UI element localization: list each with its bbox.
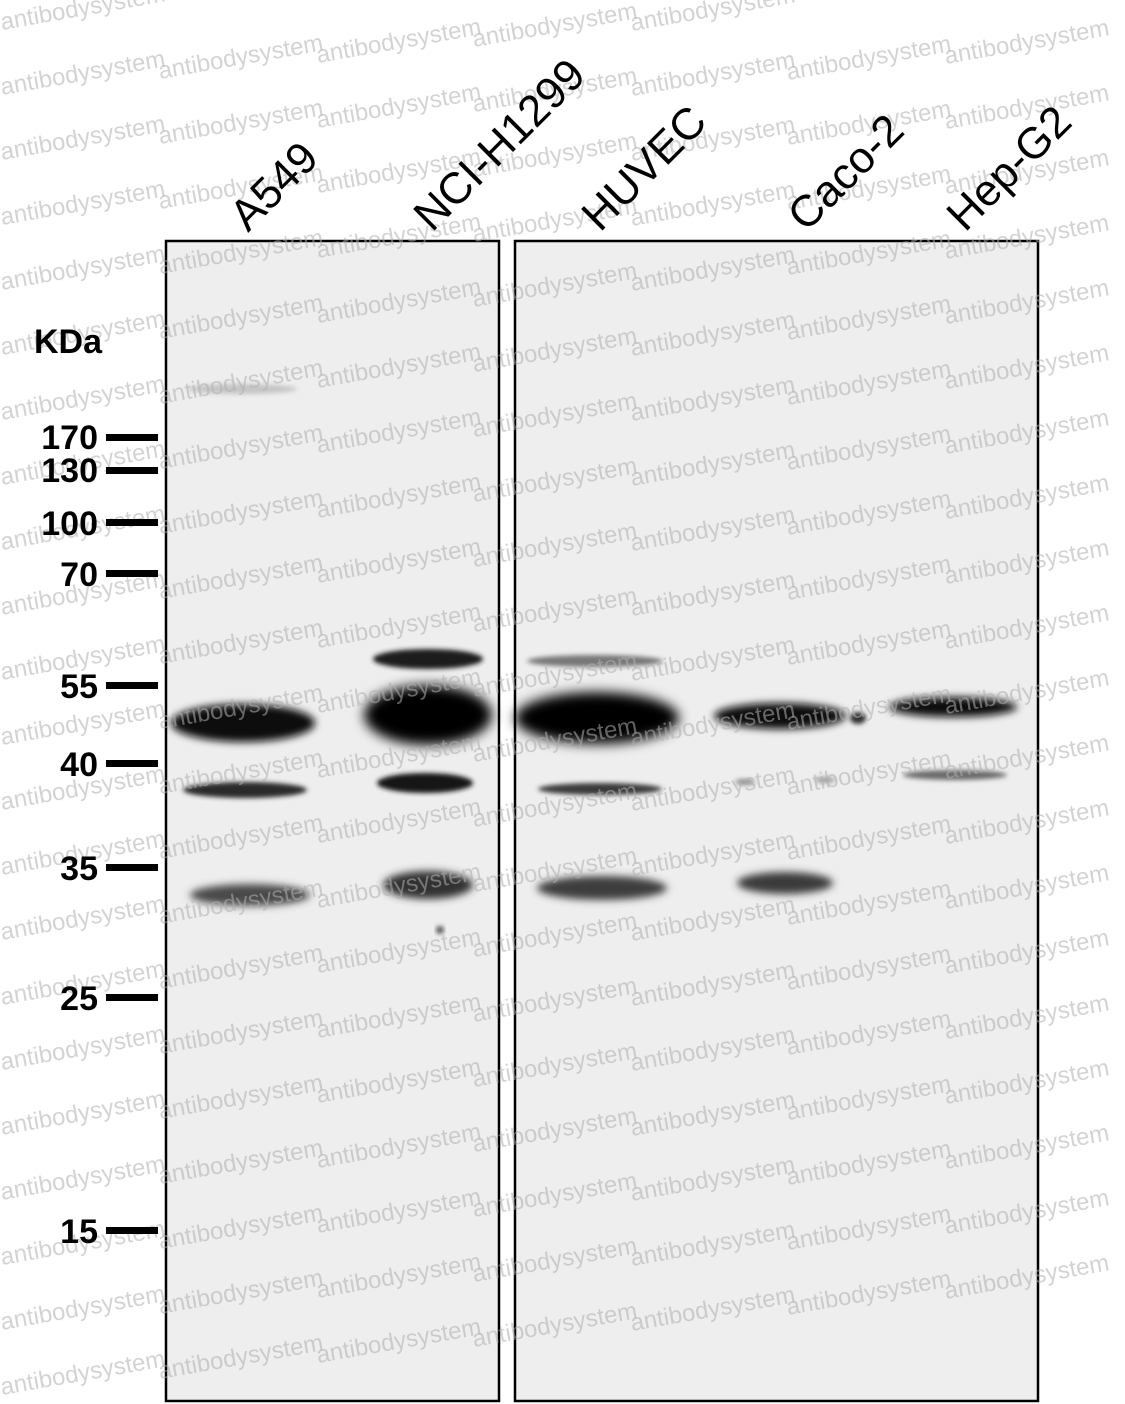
marker-170-label: 170 bbox=[41, 419, 98, 457]
marker-25-tick bbox=[106, 994, 158, 1001]
watermark-text: antibodysystem bbox=[0, 1280, 167, 1336]
watermark-text: antibodysystem bbox=[0, 175, 167, 231]
marker-70: 70 bbox=[60, 556, 158, 594]
bands-lane-nci-h1299 bbox=[364, 649, 492, 934]
blot-panel-right bbox=[513, 239, 1040, 1403]
marker-70-tick bbox=[106, 570, 158, 577]
marker-40-tick bbox=[106, 760, 158, 767]
marker-15-tick bbox=[106, 1227, 158, 1234]
watermark-text: antibodysystem bbox=[0, 1150, 167, 1206]
watermark-text: antibodysystem bbox=[942, 14, 1111, 70]
marker-40-label: 40 bbox=[60, 746, 98, 784]
watermark-text: antibodysystem bbox=[156, 29, 325, 85]
marker-55-tick bbox=[106, 682, 158, 689]
marker-130-label: 130 bbox=[41, 452, 98, 490]
marker-35-label: 35 bbox=[60, 850, 98, 888]
watermark-text: antibodysystem bbox=[314, 78, 483, 134]
watermark-text: antibodysystem bbox=[0, 0, 167, 36]
watermark-text: antibodysystem bbox=[0, 45, 167, 101]
marker-35-tick bbox=[106, 864, 158, 871]
marker-130-tick bbox=[106, 467, 158, 474]
watermark-text: antibodysystem bbox=[0, 370, 167, 426]
bands-lane-a549 bbox=[171, 384, 315, 906]
marker-55: 55 bbox=[60, 668, 158, 706]
marker-25-label: 25 bbox=[60, 980, 98, 1018]
marker-15: 15 bbox=[60, 1213, 158, 1251]
marker-100: 100 bbox=[41, 505, 158, 543]
bands-lane-hep-g2 bbox=[889, 697, 1017, 780]
watermark-text: antibodysystem bbox=[628, 46, 797, 102]
watermark-text: antibodysystem bbox=[0, 240, 167, 296]
watermark-text: antibodysystem bbox=[0, 1345, 167, 1401]
marker-55-label: 55 bbox=[60, 668, 98, 706]
marker-15-label: 15 bbox=[60, 1213, 98, 1251]
marker-170: 170 bbox=[41, 419, 158, 457]
watermark-text: antibodysystem bbox=[0, 1020, 167, 1076]
watermark-text: antibodysystem bbox=[0, 110, 167, 166]
watermark-text: antibodysystem bbox=[0, 890, 167, 946]
watermark-text: antibodysystem bbox=[0, 1085, 167, 1141]
watermark-text: antibodysystem bbox=[628, 0, 797, 37]
marker-35: 35 bbox=[60, 850, 158, 888]
bands-lane-huvec bbox=[515, 655, 679, 900]
marker-170-tick bbox=[106, 434, 158, 441]
marker-130: 130 bbox=[41, 452, 158, 490]
marker-25: 25 bbox=[60, 980, 158, 1018]
marker-70-label: 70 bbox=[60, 556, 98, 594]
marker-100-tick bbox=[106, 519, 158, 526]
watermark-text: antibodysystem bbox=[470, 0, 639, 53]
marker-100-label: 100 bbox=[41, 505, 98, 543]
bands-lane-caco-2 bbox=[714, 703, 866, 894]
watermark-text: antibodysystem bbox=[314, 13, 483, 69]
marker-40: 40 bbox=[60, 746, 158, 784]
unit-label: KDa bbox=[34, 323, 103, 361]
blot-panel-left bbox=[164, 239, 501, 1403]
watermark-text: antibodysystem bbox=[784, 30, 953, 86]
